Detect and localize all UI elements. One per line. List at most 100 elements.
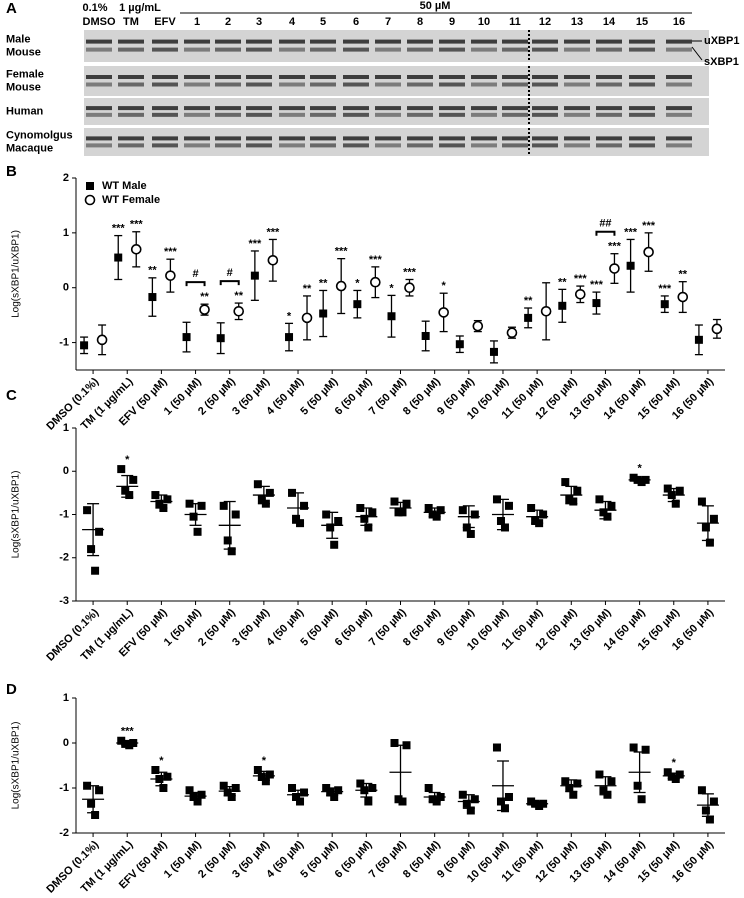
band-upper [246,136,272,141]
band-lower [86,47,112,52]
lane-label: 10 [478,16,490,28]
band-upper [564,106,590,111]
marker [84,194,96,206]
band-lower [86,112,112,117]
band-upper [532,75,558,79]
data-point [261,777,270,786]
band-lower [629,47,655,52]
data-point [197,790,206,799]
y-tick-label: -1 [59,508,69,520]
band-lower [375,112,401,117]
data-point [360,514,369,523]
band-upper [215,75,241,79]
band-upper [439,39,465,44]
marker [609,263,620,274]
band-upper [666,106,692,111]
band-upper [118,136,144,141]
data-point [368,508,377,517]
band-lower [215,112,241,117]
y-tick-label: -1 [59,782,69,794]
band-lower [629,112,655,117]
data-point [334,516,343,525]
significance: * [262,755,267,767]
lane-label: 1 [194,16,200,28]
band-lower [407,143,433,148]
band-lower [471,112,497,117]
marker [353,300,362,309]
band-upper [279,136,305,141]
data-point [189,512,198,521]
significance: *** [403,266,417,278]
band-lower [246,82,272,87]
marker [472,320,484,332]
marker [96,334,108,346]
significance: *** [248,238,262,250]
marker [711,323,723,335]
band-lower [152,82,178,87]
band-lower [439,82,465,87]
marker [319,309,328,318]
marker [592,299,601,308]
marker [130,244,142,255]
band-upper [152,106,178,111]
marker [387,312,396,321]
marker [216,334,225,343]
data-point [398,508,407,517]
lane-label: 15 [636,16,648,28]
data-point [227,793,236,801]
data-point [193,527,202,536]
gel-image [84,30,709,156]
band-upper [471,136,497,141]
data-point [697,786,706,795]
data-point [257,772,266,781]
data-point [390,497,399,506]
band-upper [152,75,178,79]
data-point [300,788,309,797]
row-label: Macaque [6,142,53,154]
significance: * [442,280,447,292]
significance: ** [524,295,533,307]
data-point [675,770,684,779]
band-upper [407,136,433,141]
data-point [573,779,582,788]
y-axis-label: Log(sXBP1/uXBP1) [11,471,22,559]
y-tick-label: -2 [59,552,69,564]
panel-label: B [6,163,17,180]
data-point [500,804,509,813]
band-lower [596,112,622,117]
lane-label: 14 [603,16,616,28]
lane-label: 3 [256,16,262,28]
band-upper [375,136,401,141]
band-upper [666,75,692,79]
gel-strip [84,66,709,96]
comparison-bracket [185,281,206,287]
data-point [151,766,160,774]
marker [626,261,635,270]
band-upper [86,75,112,79]
band-upper [471,106,497,111]
band-upper [532,39,558,44]
data-point [95,786,104,795]
y-tick-label: -1 [59,336,69,348]
significance: *** [112,223,126,235]
row-label: Human [6,105,44,117]
data-point [292,793,301,801]
band-upper [279,75,305,79]
band-lower [215,47,241,52]
tm-conc: 1 µg/mL [119,2,161,14]
data-point [163,495,172,504]
band-lower [343,143,369,148]
band-lower [86,82,112,87]
data-point [701,523,710,532]
band-lower [596,47,622,52]
data-point [326,788,335,797]
lane-label: 12 [539,16,551,28]
band-lower [279,82,305,87]
lane-label: EFV [154,16,176,28]
band-lower [564,47,590,52]
band-lower [279,112,305,117]
marker [148,293,157,302]
band-upper [596,136,622,141]
band-upper [310,75,336,79]
